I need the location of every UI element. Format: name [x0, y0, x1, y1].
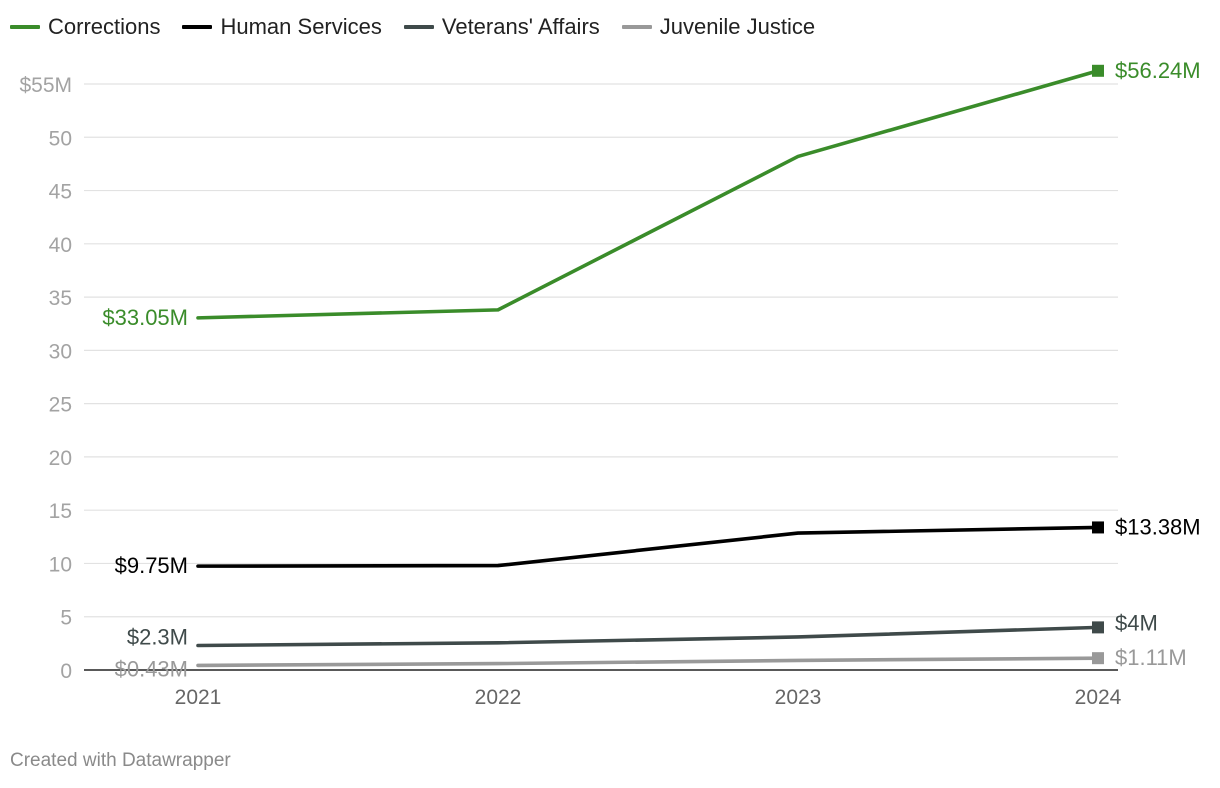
- end-value-label: $56.24M: [1115, 58, 1201, 83]
- y-tick-label: 20: [49, 447, 72, 470]
- end-value-label: $4M: [1115, 610, 1158, 635]
- chart-legend: Corrections Human Services Veterans' Aff…: [10, 14, 815, 40]
- y-tick-label: 0: [60, 660, 72, 683]
- y-tick-label: 5: [60, 607, 72, 630]
- legend-item-veterans-affairs: Veterans' Affairs: [403, 14, 600, 40]
- x-axis-ticks: 2021 2022 2023 2024: [175, 686, 1122, 709]
- x-tick-label: 2021: [175, 686, 222, 709]
- y-tick-label: 35: [49, 287, 72, 310]
- y-tick-label: 25: [49, 394, 72, 417]
- series-lines: [84, 64, 1118, 671]
- start-value-label: $2.3M: [127, 624, 188, 649]
- start-value-label: $9.75M: [115, 553, 188, 578]
- end-value-label: $1.11M: [1115, 645, 1187, 670]
- x-tick-label: 2023: [775, 686, 822, 709]
- series-line-0: [196, 68, 1100, 320]
- y-tick-label: 15: [49, 500, 72, 523]
- y-tick-label: 30: [49, 340, 72, 363]
- legend-swatch-juvenile-justice: [621, 25, 652, 29]
- x-tick-label: 2022: [475, 686, 522, 709]
- y-tick-label: 50: [49, 127, 72, 150]
- end-marker-0: [1092, 64, 1104, 77]
- y-tick-label: $55M: [19, 74, 72, 97]
- end-value-label: $13.38M: [1115, 514, 1201, 539]
- legend-item-juvenile-justice: Juvenile Justice: [621, 14, 816, 40]
- series-line-3: [196, 656, 1100, 668]
- legend-label-human-services: Human Services: [220, 14, 382, 39]
- legend-label-juvenile-justice: Juvenile Justice: [659, 14, 816, 39]
- end-marker-1: [1092, 521, 1104, 534]
- data-labels: $0.43M $1.11M $2.3M $4M $9.75M $13.38M $33.05M…: [102, 58, 1200, 682]
- legend-label-corrections: Corrections: [48, 14, 161, 39]
- end-marker-2: [1092, 621, 1104, 634]
- legend-label-veterans-affairs: Veterans' Affairs: [441, 14, 600, 39]
- legend-swatch-veterans-affairs: [403, 25, 434, 29]
- end-marker-3: [1092, 652, 1104, 665]
- legend-swatch-corrections: [10, 25, 40, 29]
- x-tick-label: 2024: [1075, 686, 1122, 709]
- y-tick-label: 40: [49, 234, 72, 257]
- y-axis-ticks: 0 5 10 15 20 25 30 35 40 45 50 $55M: [19, 74, 72, 683]
- legend-item-human-services: Human Services: [182, 14, 382, 40]
- y-tick-label: 10: [49, 553, 72, 576]
- series-line-2: [196, 625, 1100, 648]
- series-line-1: [196, 525, 1100, 568]
- legend-item-corrections: Corrections: [10, 14, 160, 40]
- legend-swatch-human-services: [182, 25, 213, 29]
- start-value-label: $0.43M: [115, 656, 188, 681]
- start-value-label: $33.05M: [102, 305, 188, 330]
- y-tick-label: 45: [49, 181, 72, 204]
- grid-lines: [84, 83, 1118, 618]
- credit-text: Created with Datawrapper: [10, 750, 231, 771]
